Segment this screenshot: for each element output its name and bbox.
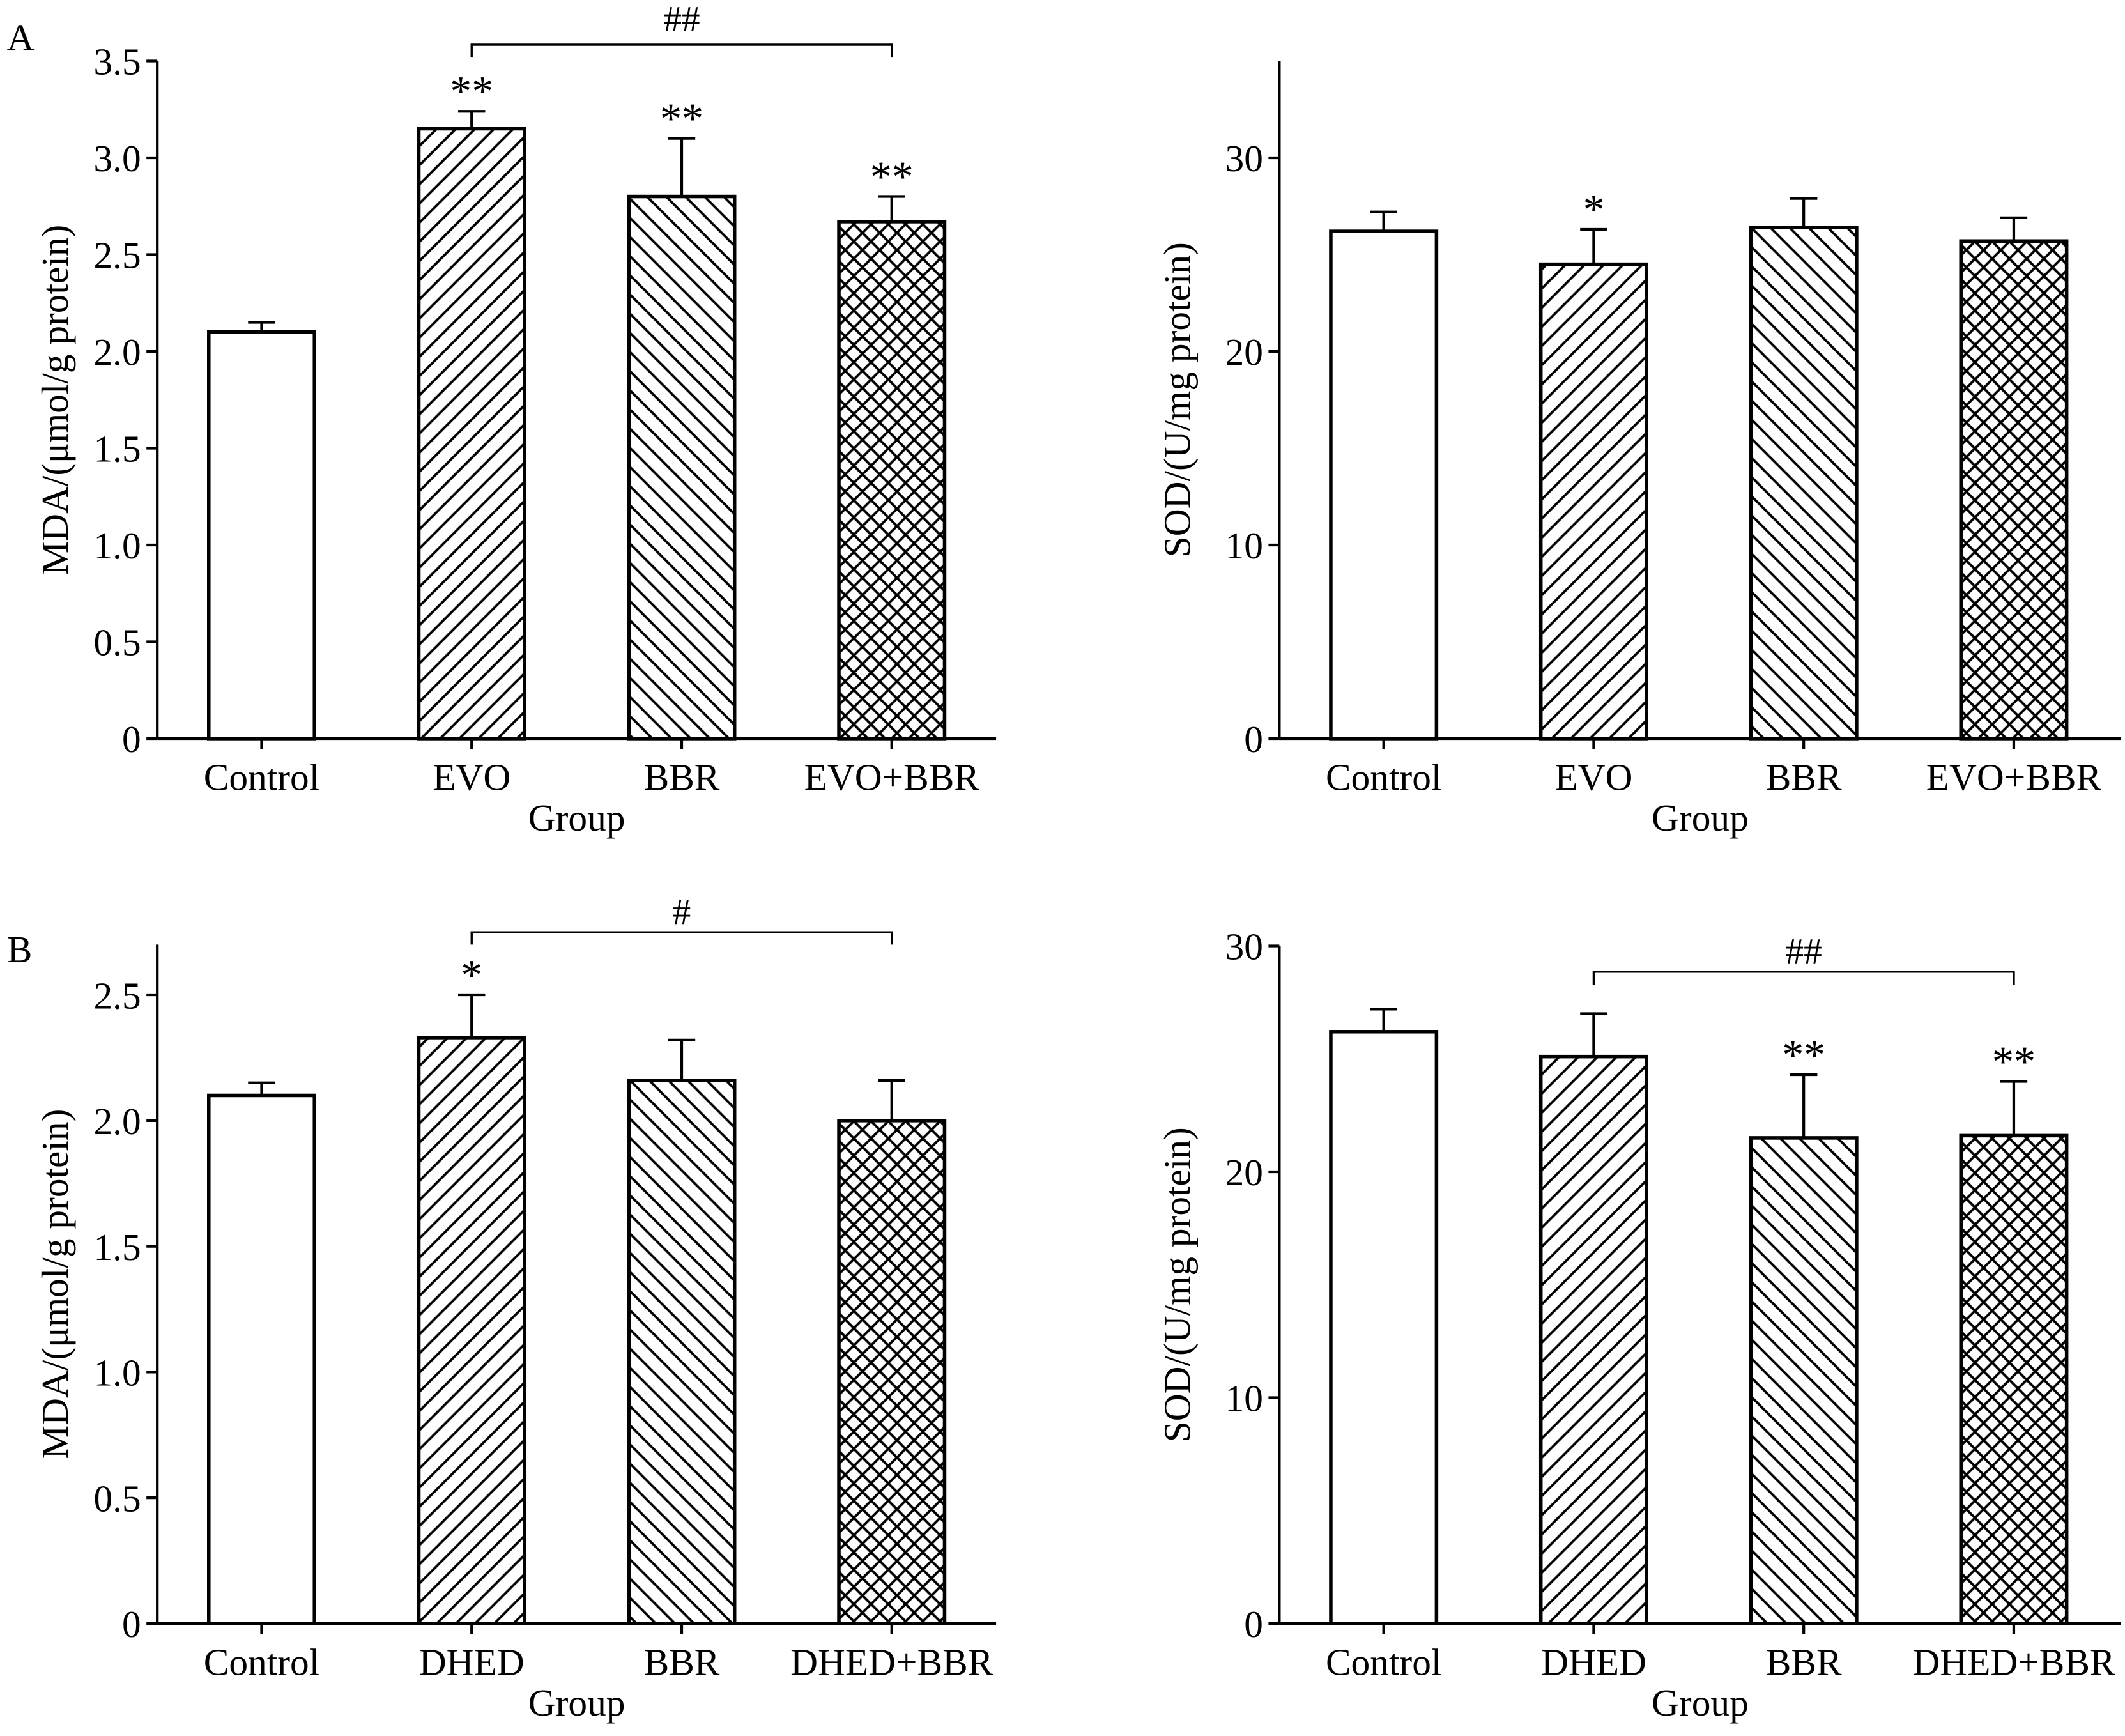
x-tick-label: Control: [204, 757, 319, 799]
y-tick-label: 0: [122, 1603, 141, 1645]
y-tick-label: 30: [1225, 137, 1263, 180]
x-tick-label: EVO: [1554, 757, 1632, 799]
bar-control: [1329, 229, 1439, 741]
panel-label-a: A: [7, 16, 35, 58]
comparison-bracket: [470, 43, 893, 58]
panel-label-b: B: [7, 928, 33, 971]
x-tick-label: Control: [1326, 757, 1441, 799]
bar-dhed: [417, 1036, 526, 1625]
significance-marker: **: [870, 153, 914, 201]
x-tick-label: BBR: [1766, 1641, 1842, 1684]
significance-marker: **: [450, 68, 493, 116]
x-tick-label: Control: [1326, 1641, 1441, 1684]
x-tick-label: EVO+BBR: [804, 757, 980, 799]
bar-bbr: [1749, 226, 1859, 741]
x-tick-label: DHED+BBR: [1912, 1641, 2115, 1684]
significance-marker: *: [461, 951, 482, 999]
x-axis-title: Group: [528, 797, 625, 839]
y-tick-label: 10: [1225, 1378, 1263, 1420]
bar-evo: [1538, 262, 1648, 741]
y-tick-label: 0: [122, 718, 141, 760]
bar-bbr: [627, 1079, 737, 1625]
panel-b-mda-chart: Control * DHED BBR DHED+BBR 0 0.5 1.0 1.5 2.0 2.5 #…: [34, 893, 997, 1724]
y-tick-label: 0.5: [94, 622, 141, 664]
x-tick-label: DHED: [419, 1641, 525, 1684]
bar-evo-bbr: [1959, 239, 2069, 741]
bar-evo-bbr: [837, 220, 947, 741]
x-tick-label: BBR: [1766, 757, 1842, 799]
x-tick-label: BBR: [644, 757, 720, 799]
y-axis-title: MDA/(μmol/g protein): [34, 1109, 76, 1459]
bar-dhed-bbr: [1959, 1133, 2069, 1625]
y-tick-label: 3.0: [94, 137, 141, 180]
x-tick-label: EVO: [433, 757, 510, 799]
significance-marker: **: [660, 95, 703, 142]
comparison-label: #: [673, 893, 691, 933]
y-tick-label: 1.5: [94, 428, 141, 470]
y-tick-label: 10: [1225, 525, 1263, 567]
significance-marker: *: [1583, 186, 1604, 234]
y-tick-label: 2.5: [94, 974, 141, 1017]
bar-dhed: [1538, 1054, 1648, 1625]
y-tick-label: 2.0: [94, 1100, 141, 1142]
bar-dhed-bbr: [837, 1119, 947, 1625]
y-tick-label: 1.5: [94, 1226, 141, 1268]
y-tick-label: 2.5: [94, 234, 141, 277]
bar-control: [1329, 1030, 1439, 1625]
significance-marker: **: [1782, 1031, 1825, 1079]
x-tick-label: DHED+BBR: [790, 1641, 993, 1684]
bar-bbr: [627, 194, 737, 741]
x-tick-label: BBR: [644, 1641, 720, 1684]
x-tick-label: Control: [204, 1641, 319, 1684]
y-tick-label: 2.0: [94, 331, 141, 373]
y-tick-label: 1.0: [94, 1352, 141, 1394]
bar-control: [207, 1093, 316, 1625]
y-tick-label: 0.5: [94, 1477, 141, 1519]
panel-b-sod-chart: Control DHED ** BBR ** DHED+BBR 0 10 20 30 ## Group…: [1156, 926, 2121, 1724]
comparison-label: ##: [663, 0, 700, 40]
bar-bbr: [1749, 1136, 1859, 1625]
comparison-bracket: [470, 931, 893, 945]
y-axis-title: SOD/(U/mg protein): [1156, 1127, 1198, 1442]
y-tick-label: 0: [1244, 718, 1263, 760]
y-tick-label: 1.0: [94, 525, 141, 567]
bar-control: [207, 330, 316, 741]
comparison-label: ##: [1786, 932, 1822, 972]
y-tick-label: 3.5: [94, 41, 141, 83]
x-axis-title: Group: [1652, 1682, 1749, 1724]
y-axis-title: SOD/(U/mg protein): [1156, 242, 1198, 557]
x-axis-title: Group: [528, 1682, 625, 1724]
y-tick-label: 20: [1225, 331, 1263, 373]
x-axis-title: Group: [1652, 797, 1749, 839]
panel-a-sod-chart: Control * EVO BBR EVO+BBR 0 10 20 30 Group SOD/(U/…: [1156, 61, 2121, 839]
y-tick-label: 0: [1244, 1603, 1263, 1645]
y-tick-label: 30: [1225, 926, 1263, 968]
bar-evo: [417, 127, 526, 741]
y-axis-title: MDA/(μmol/g protein): [34, 225, 76, 575]
x-tick-label: DHED: [1541, 1641, 1646, 1684]
y-tick-label: 20: [1225, 1151, 1263, 1194]
comparison-bracket: [1592, 971, 2015, 985]
panel-a-mda-chart: Control ** EVO ** BBR ** EVO+BBR 0 0.5 1.0 1.5 2.0 2…: [34, 0, 997, 839]
x-tick-label: EVO+BBR: [1926, 757, 2102, 799]
significance-marker: **: [1992, 1038, 2036, 1086]
